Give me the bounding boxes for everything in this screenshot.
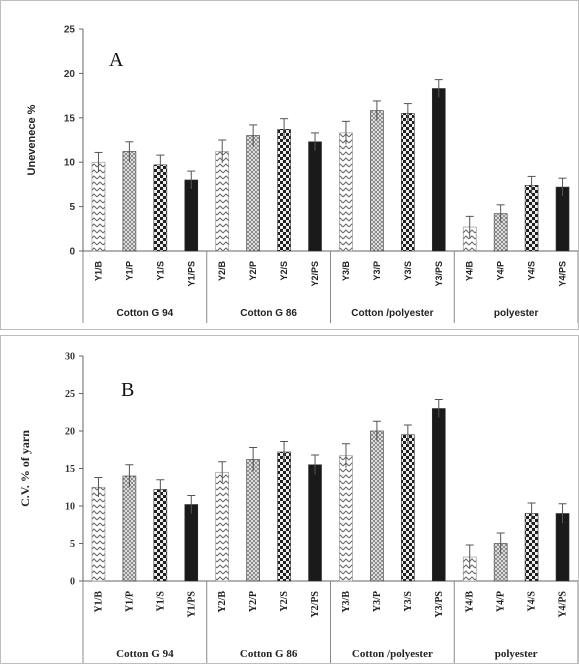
category-label: Y1/PS (186, 591, 197, 618)
chart-panel-b: 0 5 10 15 20 25 30 C.V. % of yarn B Y1/B Y1/P Y1/S Y… (0, 335, 579, 664)
bar-y2-b (215, 471, 230, 582)
category-label: Y3/S (403, 591, 414, 612)
bar-y3-p (370, 430, 384, 582)
category-label: Y1/PS (186, 261, 196, 287)
y-tick-label: 20 (64, 69, 76, 80)
group-label: polyester (495, 648, 538, 660)
group-label: Cotton G 94 (117, 308, 174, 319)
category-label: Y2/S (279, 261, 289, 281)
bar-y3-ps (431, 88, 446, 252)
y-tick-label: 0 (70, 577, 75, 588)
category-label: Y3/S (403, 261, 413, 281)
bar-y4-ps (555, 186, 570, 252)
group-label: Cotton G 86 (240, 308, 297, 319)
category-label: Y4/S (527, 591, 538, 612)
bar-y2-p (246, 459, 260, 582)
category-label: Y3/PS (434, 261, 444, 287)
category-label: Y2/P (248, 591, 259, 612)
y-tick-label: 10 (65, 502, 75, 513)
category-label: Y2/B (217, 261, 227, 282)
panel-letter: A (109, 49, 124, 71)
category-label: Y3/B (341, 591, 352, 613)
group-label: Cotton G 86 (240, 648, 298, 660)
panel-letter: B (121, 379, 134, 401)
category-label: Y2/P (248, 261, 258, 281)
bar-y1-s (153, 164, 168, 252)
y-tick-label: 5 (70, 539, 75, 550)
bar-y1-b (91, 486, 106, 582)
category-label: Y4/P (496, 591, 507, 612)
bar-y3-ps (431, 408, 446, 582)
cv-chart: 0 5 10 15 20 25 30 C.V. % of yarn B Y1/B Y1/P Y1/S Y… (18, 352, 578, 663)
category-label: Y1/S (155, 591, 166, 612)
bar-y2-s (277, 129, 291, 252)
group-label: Cotton G 94 (116, 648, 174, 660)
category-label: Y2/B (217, 591, 228, 613)
bar-y2-p (246, 135, 260, 252)
bar-y1-ps (184, 504, 199, 582)
category-label: Y1/S (155, 261, 165, 281)
category-label: Y3/P (372, 261, 382, 281)
y-tick-label: 25 (65, 389, 75, 400)
category-label: Y4/B (465, 591, 476, 613)
bar-y1-b (91, 161, 106, 252)
category-label: Y2/S (279, 591, 290, 612)
category-label: Y1/P (124, 591, 135, 612)
category-label: Y3/PS (434, 591, 445, 618)
uneveness-chart: 0 5 10 15 20 25 Unevenece % A Y1/B Y1/P Y1/S Y1/PS Y… (26, 25, 578, 323)
category-label: Y1/B (93, 591, 104, 613)
category-label: Y2/PS (310, 591, 321, 618)
category-label: Y2/PS (310, 261, 320, 287)
y-axis-label: Unevenece % (26, 104, 38, 175)
y-tick-label: 15 (64, 113, 76, 124)
bar-y2-ps (308, 464, 322, 582)
y-tick-label: 10 (64, 158, 76, 169)
bar-y3-s (401, 434, 415, 582)
bar-y1-p (122, 151, 137, 252)
bar-y2-s (277, 451, 291, 582)
group-label: Cotton /polyester (351, 308, 433, 319)
bar-y3-b (339, 455, 353, 582)
category-label: Y4/P (496, 261, 506, 281)
category-label: Y1/P (124, 261, 134, 281)
category-label: Y4/B (465, 261, 475, 282)
y-tick-label: 0 (69, 247, 75, 258)
bar-y2-b (215, 151, 230, 252)
bar-y4-ps (555, 513, 570, 582)
y-tick-label: 20 (65, 427, 75, 438)
bar-y2-ps (308, 141, 322, 252)
bar-y1-p (122, 475, 137, 582)
bar-y3-p (370, 110, 384, 252)
group-label: Cotton /polyester (352, 648, 433, 660)
bar-y1-s (153, 489, 168, 582)
bar-y4-s (524, 184, 539, 252)
group-label: polyester (494, 308, 539, 319)
category-label: Y3/P (372, 591, 383, 612)
y-axis-label: C.V. % of yarn (18, 430, 32, 507)
y-tick-label: 5 (69, 202, 75, 213)
bar-y3-b (339, 132, 353, 252)
y-tick-label: 30 (65, 352, 75, 363)
category-label: Y4/S (527, 261, 537, 281)
category-label: Y4/PS (558, 591, 569, 618)
category-label: Y4/PS (558, 261, 568, 287)
y-tick-label: 25 (64, 25, 76, 36)
category-label: Y1/B (93, 261, 103, 282)
bar-y1-ps (184, 179, 199, 252)
y-tick-label: 15 (65, 464, 75, 475)
bar-y3-s (401, 113, 415, 252)
chart-panel-a: 0 5 10 15 20 25 Unevenece % A Y1/B Y1/P Y1/S Y1/PS Y… (0, 0, 579, 330)
category-label: Y3/B (341, 261, 351, 282)
